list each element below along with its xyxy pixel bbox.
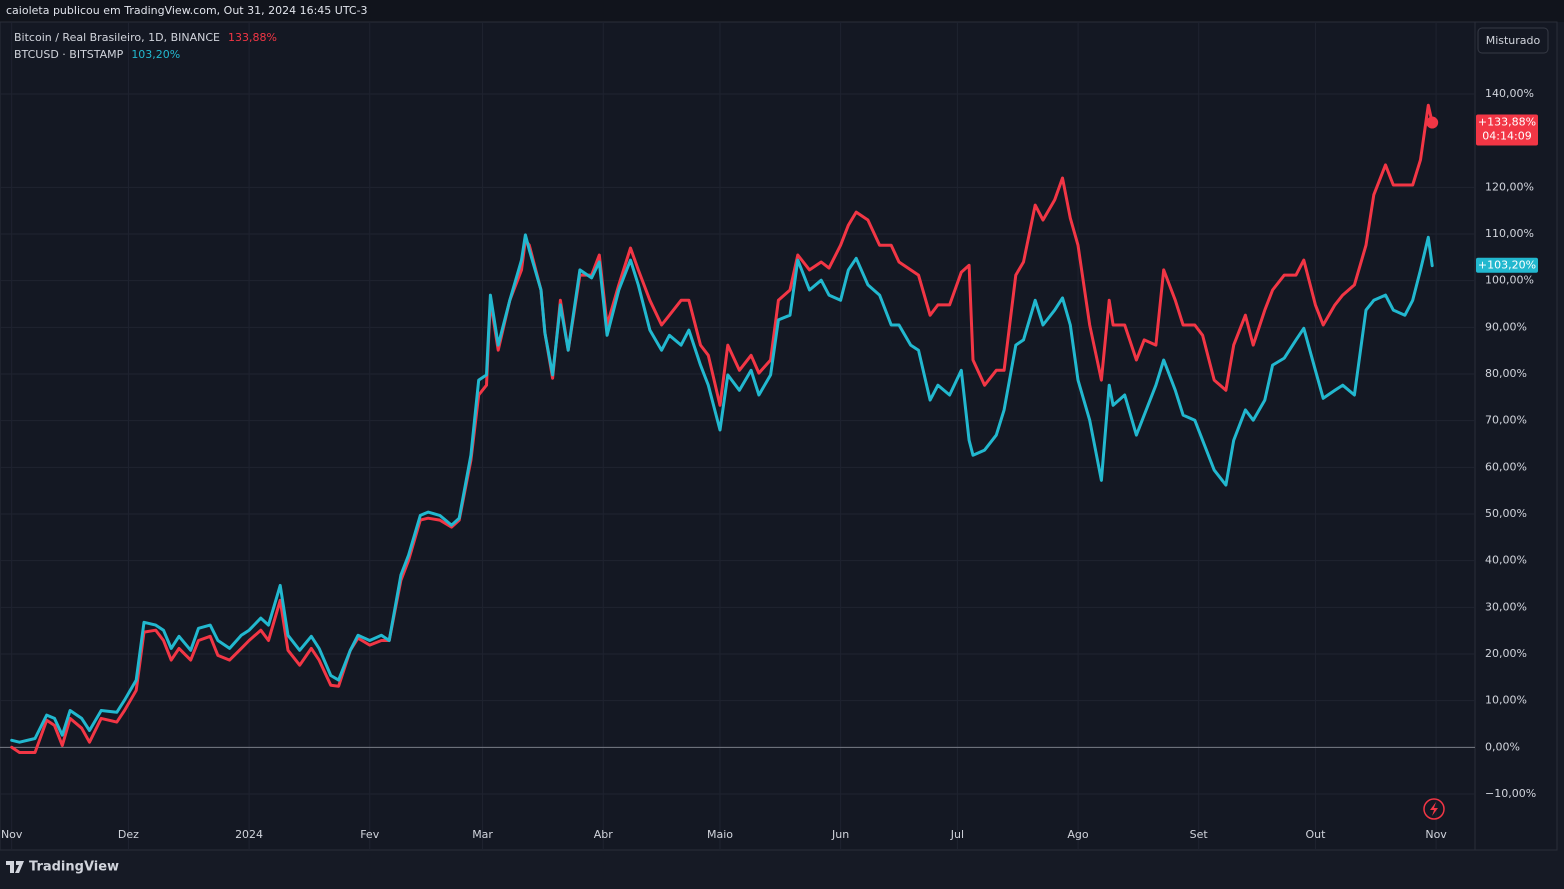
legend-name: BTCUSD · BITSTAMP: [14, 48, 124, 61]
y-tick-label: −10,00%: [1485, 787, 1536, 800]
button[interactable]: Misturado: [1477, 27, 1549, 54]
y-tick-label: 50,00%: [1485, 507, 1527, 520]
button-label[interactable]: Misturado: [1486, 34, 1541, 47]
price-label-box: [1476, 257, 1538, 273]
y-tick-label: 60,00%: [1485, 460, 1527, 473]
x-tick-label: Fev: [360, 828, 379, 841]
x-tick-label: Jun: [831, 828, 849, 841]
x-tick-label: Out: [1305, 828, 1326, 841]
price-label: +133,88%: [1478, 116, 1536, 129]
alert-bolt[interactable]: [1430, 802, 1438, 816]
y-tick-label: 110,00%: [1485, 227, 1534, 240]
button-box[interactable]: [1477, 27, 1549, 54]
y-tick-label: 90,00%: [1485, 320, 1527, 333]
alert-icon[interactable]: [1423, 798, 1445, 820]
header-bar: [0, 0, 1564, 22]
x-tick-label: Jul: [950, 828, 964, 841]
y-tick-label: 10,00%: [1485, 694, 1527, 707]
x-tick-label: Abr: [594, 828, 614, 841]
y-tick-label: 100,00%: [1485, 274, 1534, 287]
y-tick-label: 40,00%: [1485, 554, 1527, 567]
x-tick-label: Set: [1190, 828, 1209, 841]
y-tick-label: 80,00%: [1485, 367, 1527, 380]
price-label-box: [1476, 114, 1538, 146]
last-point: [1426, 116, 1439, 129]
y-tick-label: 20,00%: [1485, 647, 1527, 660]
series-line: [10, 103, 1434, 754]
x-tick-label: Dez: [118, 828, 139, 841]
footer-logo: TradingView: [6, 860, 119, 875]
labels: −10,00% 0,00% 10,00% 20,00% 30,00% 40,00% 50,0…: [1, 31, 1538, 841]
legend-value: 103,20%: [131, 48, 180, 61]
x-tick-label: Nov: [1425, 828, 1447, 841]
footer-text: TradingView: [29, 860, 119, 875]
countdown-label: 04:14:09: [1482, 130, 1531, 143]
legend-value: 133,88%: [228, 31, 277, 44]
price-label: +103,20%: [1478, 259, 1536, 272]
legend-name: Bitcoin / Real Brasileiro, 1D, BINANCE: [14, 31, 220, 44]
y-tick-label: 140,00%: [1485, 87, 1534, 100]
x-tick-label: 2024: [235, 828, 263, 841]
plot: [10, 103, 1439, 754]
logo-mark: [6, 861, 24, 873]
chart-frame: [0, 21, 1558, 851]
header-text: caioleta publicou em TradingView.com, Ou…: [6, 4, 368, 17]
x-tick-label: Maio: [707, 828, 733, 841]
y-tick-label: 120,00%: [1485, 180, 1534, 193]
alert-circle[interactable]: [1423, 798, 1445, 820]
y-tick-label: 70,00%: [1485, 414, 1527, 427]
y-tick-label: 0,00%: [1485, 740, 1520, 753]
x-tick-label: Nov: [1, 828, 23, 841]
series-line: [10, 233, 1434, 744]
y-tick-label: 30,00%: [1485, 600, 1527, 613]
x-tick-label: Ago: [1067, 828, 1089, 841]
x-tick-label: Mar: [472, 828, 493, 841]
